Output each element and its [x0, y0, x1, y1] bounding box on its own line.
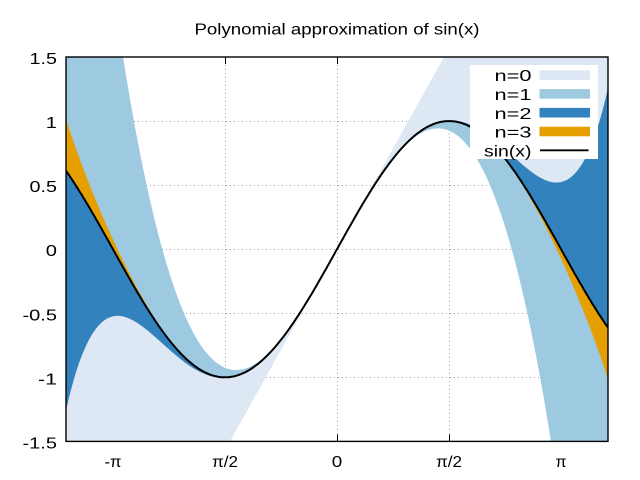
svg-text:sin(x): sin(x) — [484, 143, 532, 160]
svg-text:-1.5: -1.5 — [23, 435, 58, 452]
svg-text:n=0: n=0 — [495, 68, 532, 85]
svg-text:n=1: n=1 — [495, 87, 532, 104]
svg-text:0: 0 — [332, 454, 343, 471]
svg-text:π: π — [556, 454, 567, 471]
svg-text:π/2: π/2 — [212, 454, 238, 471]
svg-text:-π: -π — [105, 454, 122, 471]
svg-text:-1: -1 — [38, 371, 57, 388]
svg-text:π/2: π/2 — [436, 454, 462, 471]
svg-text:Polynomial approximation of si: Polynomial approximation of sin(x) — [195, 22, 480, 39]
svg-text:0: 0 — [46, 243, 57, 260]
svg-text:n=2: n=2 — [495, 106, 532, 123]
svg-text:1.5: 1.5 — [30, 51, 58, 68]
svg-text:1: 1 — [46, 115, 57, 132]
svg-text:-0.5: -0.5 — [23, 307, 58, 324]
svg-text:0.5: 0.5 — [30, 179, 58, 196]
svg-text:n=3: n=3 — [495, 125, 532, 142]
